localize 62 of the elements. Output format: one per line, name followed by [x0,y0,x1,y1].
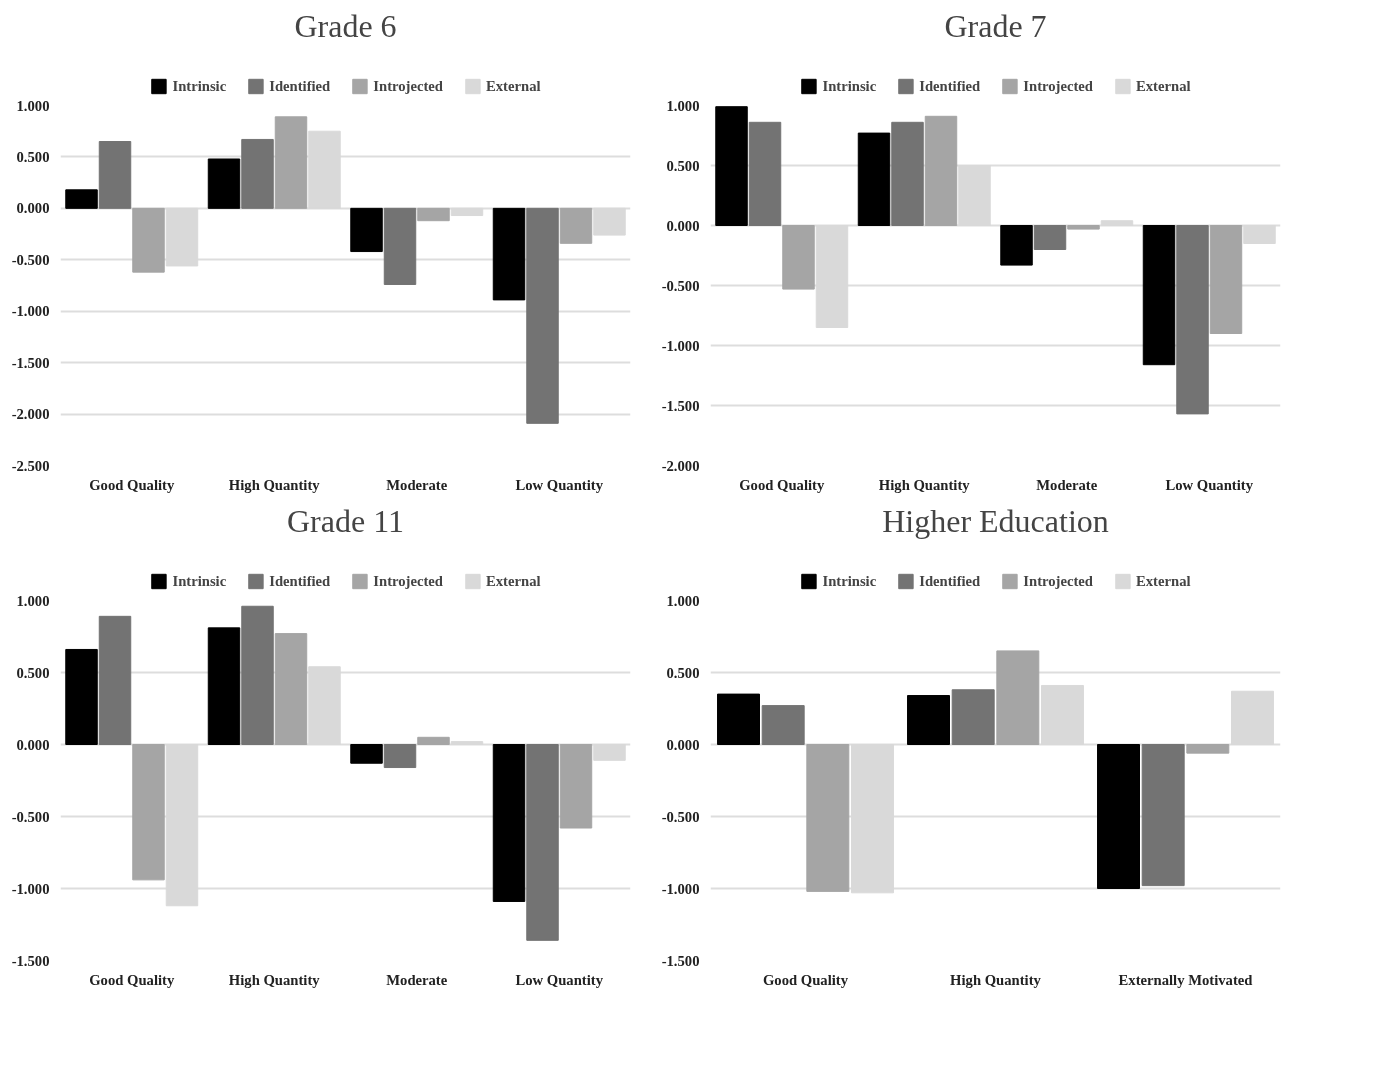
y-tick-label: -0.500 [11,808,50,825]
legend-label: Introjected [1023,77,1094,95]
y-tick-label: -1.000 [11,303,50,320]
legend-label: External [1136,572,1191,590]
legend-label: Introjected [373,572,444,590]
y-tick-label: 0.500 [666,664,700,681]
y-tick-label: -0.500 [661,808,700,825]
x-tick-label: High Quantity [950,971,1042,988]
chart-title: Grade 6 [294,7,397,44]
y-tick-label: 0.500 [16,148,50,165]
y-tick-label: -2.500 [11,457,50,474]
y-tick-label: 0.000 [16,200,50,217]
y-tick-label: 0.000 [666,217,700,234]
legend-label: Intrinsic [822,572,877,590]
y-tick-label: -0.500 [661,277,700,294]
x-tick-label: Good Quality [89,971,175,988]
y-tick-label: -1.500 [661,952,700,969]
legend-label: Identified [919,572,981,590]
x-tick-label: High Quantity [228,476,321,493]
legend-label: External [1136,77,1191,95]
y-tick-label: -1.000 [11,880,50,897]
y-tick-label: 1.000 [666,592,700,609]
legend-label: Identified [919,77,981,95]
legend-label: External [486,77,541,95]
x-tick-label: Moderate [386,971,448,988]
x-tick-label: Good Quality [89,476,175,493]
x-tick-label: Low Quantity [515,476,604,493]
y-tick-label: -1.000 [661,880,700,897]
x-tick-label: Good Quality [739,476,825,493]
chart-title: Grade 7 [944,7,1047,44]
x-tick-label: Low Quantity [515,971,604,988]
legend-label: External [486,572,541,590]
y-tick-label: -2.000 [11,406,50,423]
y-tick-label: -2.000 [661,457,700,474]
chart-title: Higher Education [882,502,1109,539]
y-tick-label: 0.000 [16,736,50,753]
y-tick-label: -1.500 [661,397,700,414]
x-tick-label: Good Quality [762,971,849,988]
legend-label: Intrinsic [172,77,227,95]
chart-title: Grade 11 [287,502,404,539]
y-tick-label: 0.500 [666,157,700,174]
legend-label: Identified [269,572,331,590]
x-tick-label: Externally Motivated [1118,971,1253,988]
y-tick-label: -1.000 [661,337,700,354]
x-tick-label: High Quantity [878,476,971,493]
y-tick-label: 1.000 [16,97,50,114]
y-tick-label: 1.000 [666,97,700,114]
legend-label: Identified [269,77,331,95]
x-tick-label: Moderate [386,476,448,493]
legend-label: Intrinsic [822,77,877,95]
y-tick-label: 0.000 [666,736,700,753]
legend-label: Introjected [1023,572,1094,590]
y-tick-label: -1.500 [11,952,50,969]
x-tick-label: High Quantity [228,971,321,988]
x-tick-label: Moderate [1036,476,1098,493]
y-tick-label: 1.000 [16,592,50,609]
y-tick-label: 0.500 [16,664,50,681]
legend-label: Introjected [373,77,444,95]
y-tick-label: -1.500 [11,354,50,371]
x-tick-label: Low Quantity [1165,476,1254,493]
y-tick-label: -0.500 [11,251,50,268]
legend-label: Intrinsic [172,572,227,590]
